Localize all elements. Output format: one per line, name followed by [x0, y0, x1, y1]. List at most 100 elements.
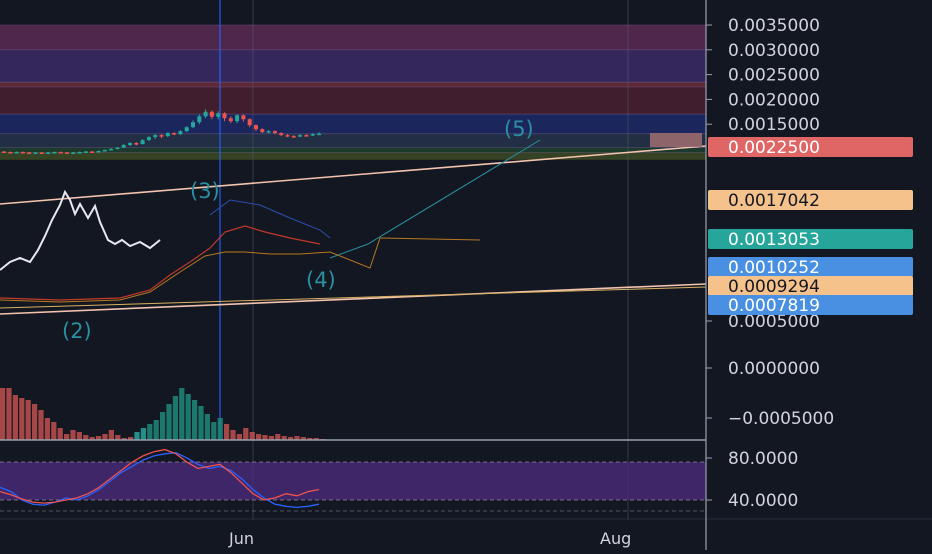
- candle-body: [39, 152, 44, 154]
- candle-body: [266, 131, 271, 133]
- comparison-price-line: [0, 189, 161, 271]
- wave-label: (4): [306, 268, 336, 292]
- histogram-bar: [128, 437, 134, 440]
- candle-body: [153, 135, 158, 138]
- candle-body: [77, 151, 82, 154]
- histogram-bar: [294, 436, 300, 440]
- candle-body: [191, 122, 195, 128]
- histogram-bar: [172, 396, 178, 440]
- histogram-bar: [108, 430, 114, 440]
- histogram-bar: [192, 400, 198, 440]
- price-tick-label: 0.0035000: [728, 16, 820, 36]
- candle-body: [134, 143, 139, 145]
- price-label-box: [708, 137, 913, 157]
- histogram-bar: [44, 418, 50, 440]
- candle-body: [222, 113, 227, 119]
- price-label-box: [708, 257, 913, 277]
- histogram-bar: [198, 406, 204, 440]
- candle-body: [27, 152, 32, 154]
- candle-body: [172, 133, 177, 135]
- candle-body: [109, 149, 114, 151]
- candle-body: [71, 152, 76, 154]
- histogram-bar: [140, 428, 146, 440]
- histogram-bar: [262, 435, 268, 440]
- oscillator-tick-label: 40.0000: [728, 491, 798, 511]
- candle-body: [159, 135, 164, 137]
- price-label: 0.0009294: [728, 277, 820, 297]
- candle-body: [20, 151, 25, 154]
- channel-upper-trendline: [0, 145, 707, 205]
- price-tick-label: 0.0025000: [728, 66, 820, 86]
- histogram-bar: [96, 436, 102, 440]
- histogram-bar: [134, 432, 140, 440]
- histogram-bar: [76, 432, 82, 440]
- histogram-bar: [32, 404, 38, 440]
- zone-band-2: [0, 82, 706, 87]
- moving-average-blue: [209, 199, 331, 239]
- zone-band-1: [0, 49, 706, 83]
- histogram-bar: [236, 434, 242, 440]
- candle-body: [304, 135, 309, 137]
- projection-line: [329, 139, 541, 259]
- candle-body: [228, 118, 233, 122]
- histogram-bar: [313, 438, 319, 440]
- zone-band-7: [0, 152, 706, 160]
- candle-body: [65, 152, 69, 154]
- oscillator-line-2: [0, 448, 320, 504]
- price-tick-label: 0.0015000: [728, 115, 820, 135]
- candle-body: [2, 151, 6, 153]
- histogram-bar: [0, 388, 6, 440]
- candle-body: [8, 151, 13, 154]
- candle-body: [317, 133, 321, 136]
- histogram-bar: [25, 400, 31, 440]
- price-marker-tag: [650, 133, 702, 147]
- histogram-bar: [166, 404, 172, 440]
- histogram-bar: [281, 436, 287, 440]
- histogram-bar: [12, 395, 18, 440]
- histogram-bar: [243, 428, 249, 440]
- candle-body: [121, 145, 126, 148]
- histogram-bar: [268, 436, 274, 440]
- candle-body: [178, 131, 183, 135]
- wave-label: (2): [62, 319, 92, 343]
- histogram-bar: [19, 398, 25, 440]
- channel-lower-trendline: [0, 283, 707, 315]
- candle-body: [184, 127, 189, 132]
- histogram-bar: [211, 422, 217, 440]
- histogram-bar: [70, 430, 76, 440]
- price-label: 0.0007819: [728, 296, 820, 316]
- candle-body: [310, 134, 315, 136]
- oscillator-tick-label: 80.0000: [728, 449, 798, 469]
- candle-body: [128, 143, 132, 146]
- wave-label: (3): [190, 179, 220, 203]
- histogram-bar: [288, 437, 294, 440]
- candle-body: [140, 140, 145, 145]
- histogram-tick-label: 0.0005000: [728, 312, 820, 332]
- histogram-tick-label: 0.0000000: [728, 359, 820, 379]
- histogram-bar: [224, 424, 230, 440]
- histogram-bar: [38, 410, 44, 440]
- histogram-bar: [217, 418, 223, 440]
- price-label: 0.0010252: [728, 258, 820, 278]
- histogram-bar: [249, 432, 255, 440]
- candle-body: [52, 151, 57, 154]
- candle-body: [115, 147, 120, 150]
- price-label: 0.0013053: [728, 230, 820, 250]
- candle-body: [83, 151, 88, 153]
- candle-body: [197, 116, 202, 123]
- candle-body: [14, 151, 19, 154]
- channel-lower-trendline-2: [0, 286, 707, 309]
- histogram-bar: [256, 434, 262, 440]
- histogram-bar: [147, 424, 153, 440]
- moving-average-red: [0, 225, 321, 301]
- candle-body: [272, 131, 277, 134]
- oscillator-band: [0, 462, 706, 500]
- candle-body: [209, 111, 214, 117]
- candle-body: [247, 119, 252, 126]
- price-tick-label: 0.0020000: [728, 90, 820, 110]
- histogram-bar: [179, 388, 185, 440]
- candle-body: [254, 125, 258, 130]
- histogram-bar: [307, 438, 313, 440]
